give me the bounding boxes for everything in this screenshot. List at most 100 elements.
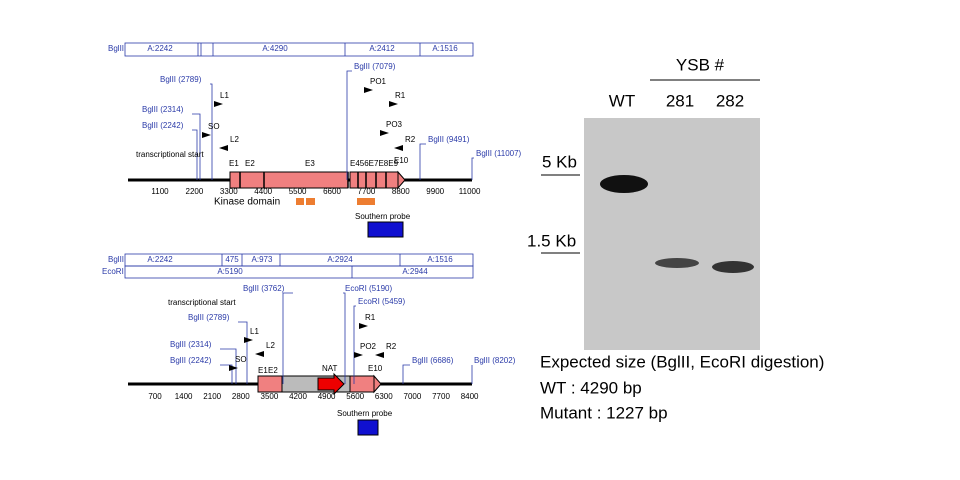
- fragment-label: A:973: [252, 255, 273, 264]
- primer-arrow: [244, 337, 253, 343]
- fragment-label: 475: [225, 255, 239, 264]
- scale-label: 5500: [289, 187, 307, 196]
- primer-label: R2: [386, 342, 397, 351]
- scale-label: 3500: [261, 392, 279, 401]
- site-label: BglII (2314): [142, 105, 184, 114]
- site-line: [471, 157, 474, 180]
- enzyme-label: EcoRI: [102, 267, 124, 276]
- fragment-label: A:2242: [147, 255, 173, 264]
- primer-label: L2: [230, 135, 239, 144]
- fragment-label: A:2944: [402, 267, 428, 276]
- probe: [367, 221, 404, 238]
- primer-arrow: [364, 87, 373, 93]
- site-line: [419, 143, 426, 180]
- primer-arrow: [202, 132, 211, 138]
- site-label: EcoRI (5190): [345, 284, 392, 293]
- primer-arrow: [359, 323, 368, 329]
- scale-label: 8800: [392, 187, 410, 196]
- probe: [357, 419, 379, 436]
- primer-arrow: [389, 101, 398, 107]
- scale-label: 2200: [186, 187, 204, 196]
- site-line: [220, 364, 233, 384]
- primer-label: SO: [235, 355, 247, 364]
- gel: [584, 118, 760, 350]
- primer-label: R1: [395, 91, 406, 100]
- primer-label: PO1: [370, 77, 387, 86]
- site-label: BglII (3762): [243, 284, 285, 293]
- site-label: BglII (2242): [170, 356, 212, 365]
- scale-label: 700: [148, 392, 162, 401]
- primer-label: L2: [266, 341, 275, 350]
- caption-title: Expected size (BglII, EcoRI digestion): [540, 352, 824, 371]
- primer-label: R1: [365, 313, 376, 322]
- kinase-bar: [296, 198, 304, 205]
- fragment-label: A:5190: [217, 267, 243, 276]
- scale-label: 6600: [323, 187, 341, 196]
- scale-label: 1400: [175, 392, 193, 401]
- primer-arrow: [229, 365, 238, 371]
- band: [600, 175, 648, 193]
- exon-label: E1: [229, 159, 239, 168]
- gel-header: YSB #: [676, 55, 725, 74]
- dividers: [221, 254, 401, 278]
- size-marker: 5 Kb: [542, 152, 577, 171]
- primer-label: SO: [208, 122, 220, 131]
- nat-arrow: [317, 372, 345, 396]
- fragment-label: A:1516: [432, 44, 458, 53]
- scale-label: 2100: [203, 392, 221, 401]
- top-gene: [229, 171, 349, 189]
- site-label: BglII (2789): [188, 313, 230, 322]
- restriction-row: [124, 253, 474, 267]
- primer-label: L1: [220, 91, 229, 100]
- annotation: Southern probe: [355, 212, 411, 221]
- primer-label: PO2: [360, 342, 377, 351]
- site-label: EcoRI (5459): [358, 297, 405, 306]
- exon-label: E10: [368, 364, 383, 373]
- site-line: [346, 70, 352, 180]
- annotation: Southern probe: [337, 409, 393, 418]
- site-line: [192, 113, 201, 180]
- exon-label: E456E7E8E9: [350, 159, 399, 168]
- primer-arrow: [255, 351, 264, 357]
- scale-label: 9900: [426, 187, 444, 196]
- scale-label: 11000: [459, 187, 481, 196]
- lane-label: 281: [666, 91, 694, 110]
- exon-label: E1: [258, 366, 268, 375]
- site-label: BglII (2789): [160, 75, 202, 84]
- lane-label: 282: [716, 91, 744, 110]
- restriction-row: [124, 265, 474, 279]
- site-label: BglII (11007): [476, 149, 522, 158]
- gene-arrow: [397, 170, 406, 190]
- caption-line: Mutant : 1227 bp: [540, 403, 668, 422]
- scale-label: 4400: [254, 187, 272, 196]
- kinase-bar: [357, 198, 375, 205]
- bottom-gene: [257, 375, 283, 393]
- band: [655, 258, 699, 268]
- primer-arrow: [354, 352, 363, 358]
- kinase-bar: [306, 198, 315, 205]
- scale-label: 7700: [432, 392, 450, 401]
- band: [712, 261, 754, 273]
- enzyme-label: BglII: [108, 255, 124, 264]
- exon-label: E2: [245, 159, 255, 168]
- exon-label: E3: [305, 159, 315, 168]
- annotation: transcriptional start: [168, 298, 236, 307]
- site-line: [402, 364, 410, 384]
- primer-arrow: [219, 145, 228, 151]
- fragment-label: A:2412: [369, 44, 395, 53]
- site-line: [353, 305, 356, 384]
- site-line: [210, 83, 213, 180]
- primer-label: R2: [405, 135, 416, 144]
- gene-arrow: [373, 374, 382, 394]
- scale-label: 4200: [289, 392, 307, 401]
- primer-label: L1: [250, 327, 259, 336]
- site-line: [282, 292, 293, 384]
- fragment-label: A:2242: [147, 44, 173, 53]
- site-label: BglII (8202): [474, 356, 516, 365]
- primer-arrow: [214, 101, 223, 107]
- primer-arrow: [394, 145, 403, 151]
- annotation: transcriptional start: [136, 150, 204, 159]
- primer-arrow: [380, 130, 389, 136]
- lane-label: WT: [609, 91, 635, 110]
